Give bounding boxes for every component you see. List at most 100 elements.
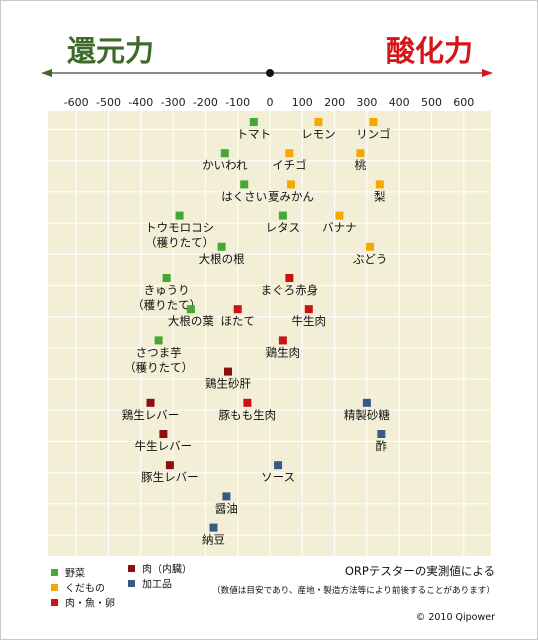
data-point-label: 大根の根 [199, 252, 245, 266]
data-point-marker [356, 149, 365, 158]
x-tick-label: 0 [267, 96, 274, 109]
data-point-marker [224, 367, 232, 376]
legend-swatch [128, 580, 135, 587]
data-point-label: きゅうり [144, 283, 190, 297]
data-point-marker [278, 211, 287, 220]
data-point-marker [175, 211, 184, 220]
data-point-marker [240, 180, 249, 189]
x-tick-label: 200 [324, 96, 345, 109]
x-tick-label: -600 [64, 96, 89, 109]
x-tick-label: -100 [225, 96, 250, 109]
data-point-marker [274, 461, 283, 470]
data-point-marker [335, 211, 344, 220]
x-tick-label: 600 [453, 96, 474, 109]
data-point-label: トマト [237, 127, 272, 141]
legend-label: 肉・魚・卵 [65, 597, 115, 610]
data-point-marker [369, 118, 378, 126]
data-point-marker [154, 336, 163, 345]
legend-label: 野菜 [65, 568, 85, 580]
data-point-label: 鶏生レバー [122, 408, 180, 422]
data-point-marker [249, 118, 258, 126]
data-point-label: 精製砂糖 [344, 408, 390, 422]
x-tick-label: -500 [96, 96, 121, 109]
data-point-label: 豚もも生肉 [219, 408, 277, 422]
x-tick-label: -300 [161, 96, 186, 109]
data-point-marker [159, 430, 168, 438]
reduction-title: 還元力 [67, 34, 154, 68]
data-point-label: さつま芋 [136, 345, 182, 359]
data-point-marker [285, 274, 294, 282]
data-point-marker [233, 305, 242, 314]
data-point-label: かいわれ [202, 158, 248, 172]
x-tick-label: 500 [421, 96, 442, 109]
legend-label: 加工品 [142, 579, 172, 591]
x-tick-label: -200 [193, 96, 218, 109]
arrow-right-icon [482, 69, 493, 77]
x-tick-label: 100 [292, 96, 313, 109]
measurement-disclaimer: （数値は目安であり、産地・製造方法等により前後することがあります） [212, 584, 495, 596]
data-point-marker [278, 336, 287, 345]
data-point-marker [377, 430, 386, 438]
data-point-label: 醤油 [215, 501, 238, 515]
x-tick-label: 300 [356, 96, 377, 109]
data-point-label: 桃 [355, 158, 367, 172]
data-point-label: ソース [261, 470, 295, 484]
axis-arrow [41, 69, 493, 77]
data-point-marker [375, 180, 384, 189]
data-point-marker [362, 398, 371, 407]
data-point-label: 牛生レバー [135, 439, 193, 453]
data-point-marker [243, 398, 252, 407]
data-point-label: 豚生レバー [141, 470, 199, 484]
data-point-marker [285, 149, 294, 158]
data-point-label: リンゴ [356, 127, 391, 141]
data-point-label: まぐろ赤身 [261, 283, 319, 297]
x-tick-labels: -600 -500 -400 -300 -200 -100 0 100 200 300 400 500… [64, 96, 475, 109]
legend-swatch [51, 599, 58, 606]
data-point-label: レタス [266, 221, 301, 235]
data-point-marker [217, 242, 226, 251]
data-point-label: 鶏生肉 [266, 345, 301, 359]
data-point-marker [165, 461, 174, 470]
data-point-marker [162, 274, 171, 282]
arrow-left-icon [41, 69, 52, 77]
data-point-label: レモン [301, 127, 336, 141]
x-tick-label: 400 [389, 96, 410, 109]
x-tick-label: -400 [128, 96, 153, 109]
data-point-label: トウモロコシ [145, 221, 214, 235]
data-point-marker [209, 523, 218, 532]
legend-label: 肉（内臓） [142, 563, 192, 576]
data-point-marker [186, 305, 195, 314]
gridlines [48, 111, 491, 556]
data-point-label: 大根の葉 [168, 314, 214, 328]
data-point-label: （穫りたて） [132, 298, 201, 312]
data-point-label: 夏みかん [268, 189, 314, 203]
data-point-label: （穫りたて） [145, 236, 214, 250]
data-point-label: （穫りたて） [124, 360, 193, 374]
data-point-label: 牛生肉 [292, 314, 327, 328]
data-point-marker [220, 149, 229, 158]
data-point-label: バナナ [322, 221, 357, 235]
zero-dot [266, 69, 274, 77]
data-point-marker [287, 180, 295, 189]
data-point-label: 酢 [376, 439, 388, 453]
data-point-label: ぶどう [353, 252, 388, 266]
legend-swatch [51, 569, 58, 576]
measurement-note: ORPテスターの実測値による [345, 564, 495, 578]
data-point-marker [146, 398, 155, 407]
data-point-label: 梨 [374, 189, 386, 203]
data-point-label: 納豆 [202, 533, 225, 547]
data-point-marker [222, 492, 231, 501]
legend-swatch [128, 565, 135, 572]
data-point-label: イチゴ [272, 158, 307, 172]
copyright: © 2010 Qipower [416, 612, 495, 623]
data-point-label: ほたて [220, 314, 255, 328]
data-point-label: 鶏生砂肝 [205, 377, 251, 391]
data-point-marker [314, 118, 323, 126]
legend-label: くだもの [65, 583, 105, 595]
oxidation-title: 酸化力 [386, 34, 473, 68]
data-point-marker [304, 305, 313, 314]
